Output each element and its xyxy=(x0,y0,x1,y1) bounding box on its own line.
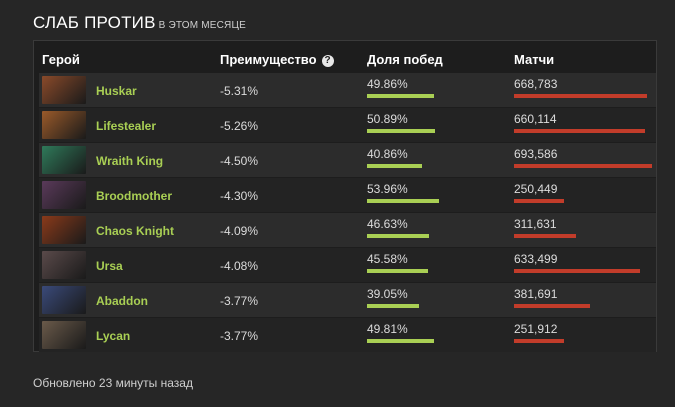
column-header-advantage[interactable]: Преимущество? xyxy=(220,52,334,67)
chaos-knight-portrait-icon[interactable] xyxy=(42,216,86,244)
section-subtitle: в этом месяце xyxy=(158,20,246,31)
hero-name-link[interactable]: Wraith King xyxy=(96,154,164,168)
advantage-value: -3.77% xyxy=(220,294,259,308)
column-header-advantage-label: Преимущество xyxy=(220,52,317,67)
winrate-bar xyxy=(367,199,439,203)
winrate-value: 49.86% xyxy=(367,77,408,91)
hero-name-link[interactable]: Abaddon xyxy=(96,294,148,308)
matches-bar xyxy=(514,164,652,168)
ursa-portrait-icon[interactable] xyxy=(42,251,86,279)
section-title: СЛАБ ПРОТИВ в этом месяце xyxy=(33,13,246,33)
matches-value: 693,586 xyxy=(514,147,558,161)
matches-value: 668,783 xyxy=(514,77,558,91)
table-row[interactable]: Chaos Knight -4.09% 46.63% 311,631 xyxy=(39,213,656,247)
table-row[interactable]: Huskar -5.31% 49.86% 668,783 xyxy=(39,73,656,107)
matches-value: 250,449 xyxy=(514,182,558,196)
advantage-value: -4.09% xyxy=(220,224,259,238)
column-header-hero[interactable]: Герой xyxy=(42,52,80,67)
matches-bar xyxy=(514,129,645,133)
table-row[interactable]: Broodmother -4.30% 53.96% 250,449 xyxy=(39,178,656,212)
matches-bar xyxy=(514,94,647,98)
winrate-bar xyxy=(367,164,422,168)
table-header: Герой Преимущество? Доля побед Матчи xyxy=(34,41,656,73)
matches-value: 633,499 xyxy=(514,252,558,266)
section-title-text: СЛАБ ПРОТИВ xyxy=(33,13,156,32)
winrate-value: 50.89% xyxy=(367,112,408,126)
hero-name-link[interactable]: Ursa xyxy=(96,259,123,273)
column-header-winrate[interactable]: Доля побед xyxy=(367,52,443,67)
column-header-matches[interactable]: Матчи xyxy=(514,52,555,67)
advantage-value: -5.26% xyxy=(220,119,259,133)
matches-bar xyxy=(514,234,576,238)
winrate-value: 40.86% xyxy=(367,147,408,161)
matches-bar xyxy=(514,339,564,343)
hero-name-link[interactable]: Lifestealer xyxy=(96,119,157,133)
weak-against-table: Герой Преимущество? Доля побед Матчи Hus… xyxy=(33,40,657,352)
winrate-value: 39.05% xyxy=(367,287,408,301)
advantage-value: -4.30% xyxy=(220,189,259,203)
abaddon-portrait-icon[interactable] xyxy=(42,286,86,314)
winrate-value: 45.58% xyxy=(367,252,408,266)
matches-bar xyxy=(514,199,564,203)
advantage-value: -4.08% xyxy=(220,259,259,273)
lifestealer-portrait-icon[interactable] xyxy=(42,111,86,139)
huskar-portrait-icon[interactable] xyxy=(42,76,86,104)
matches-bar xyxy=(514,269,640,273)
updated-timestamp: Обновлено 23 минуты назад xyxy=(33,376,193,390)
winrate-value: 46.63% xyxy=(367,217,408,231)
table-row[interactable]: Wraith King -4.50% 40.86% 693,586 xyxy=(39,143,656,177)
table-row[interactable]: Lycan -3.77% 49.81% 251,912 xyxy=(39,318,656,352)
table-row[interactable]: Ursa -4.08% 45.58% 633,499 xyxy=(39,248,656,282)
advantage-value: -5.31% xyxy=(220,84,259,98)
hero-name-link[interactable]: Huskar xyxy=(96,84,137,98)
hero-name-link[interactable]: Chaos Knight xyxy=(96,224,174,238)
advantage-value: -3.77% xyxy=(220,329,259,343)
winrate-bar xyxy=(367,304,419,308)
advantage-value: -4.50% xyxy=(220,154,259,168)
matches-bar xyxy=(514,304,590,308)
matches-value: 381,691 xyxy=(514,287,558,301)
winrate-value: 53.96% xyxy=(367,182,408,196)
winrate-value: 49.81% xyxy=(367,322,408,336)
lycan-portrait-icon[interactable] xyxy=(42,321,86,349)
winrate-bar xyxy=(367,129,435,133)
winrate-bar xyxy=(367,339,434,343)
winrate-bar xyxy=(367,234,429,238)
matches-value: 251,912 xyxy=(514,322,558,336)
hero-name-link[interactable]: Broodmother xyxy=(96,189,172,203)
matches-value: 311,631 xyxy=(514,217,557,231)
hero-name-link[interactable]: Lycan xyxy=(96,329,131,343)
wraith-king-portrait-icon[interactable] xyxy=(42,146,86,174)
broodmother-portrait-icon[interactable] xyxy=(42,181,86,209)
help-icon[interactable]: ? xyxy=(321,55,334,67)
table-row[interactable]: Abaddon -3.77% 39.05% 381,691 xyxy=(39,283,656,317)
matches-value: 660,114 xyxy=(514,112,557,126)
winrate-bar xyxy=(367,269,428,273)
winrate-bar xyxy=(367,94,434,98)
table-row[interactable]: Lifestealer -5.26% 50.89% 660,114 xyxy=(39,108,656,142)
